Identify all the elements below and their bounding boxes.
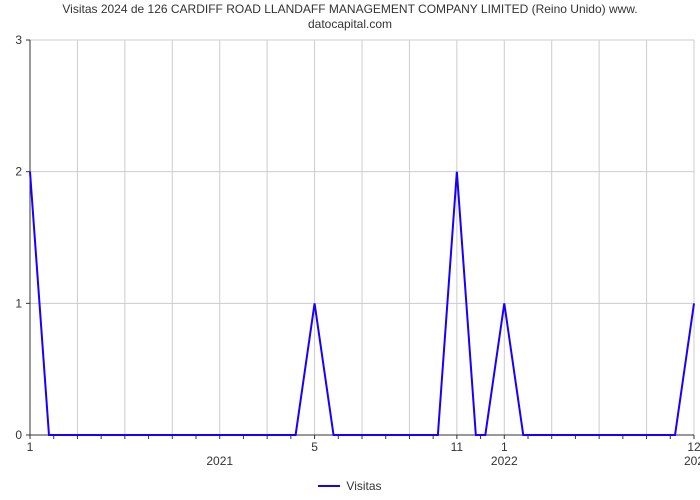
chart-legend: Visitas (0, 478, 700, 493)
svg-text:202: 202 (684, 454, 700, 468)
legend-swatch (318, 485, 340, 487)
chart-svg: 0123151111220212022202 (0, 0, 700, 500)
svg-text:0: 0 (15, 428, 22, 442)
svg-text:1: 1 (15, 296, 22, 310)
chart-container: Visitas 2024 de 126 CARDIFF ROAD LLANDAF… (0, 0, 700, 500)
svg-text:1: 1 (501, 440, 508, 454)
svg-text:3: 3 (15, 33, 22, 47)
svg-text:2: 2 (15, 165, 22, 179)
legend-label: Visitas (346, 479, 381, 493)
svg-text:5: 5 (311, 440, 318, 454)
svg-text:2022: 2022 (491, 454, 518, 468)
svg-text:1: 1 (27, 440, 34, 454)
svg-text:11: 11 (451, 440, 464, 454)
svg-text:2021: 2021 (206, 454, 233, 468)
svg-text:12: 12 (687, 440, 700, 454)
